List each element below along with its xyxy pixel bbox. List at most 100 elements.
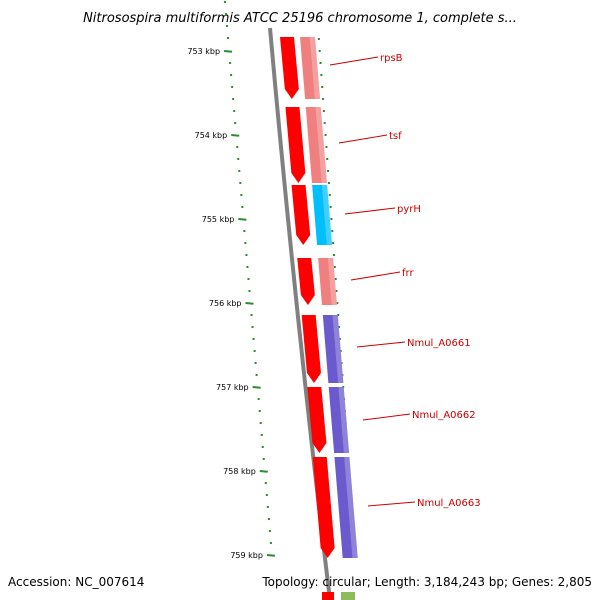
gene-label: pyrH bbox=[397, 204, 421, 215]
ruler-minor-tick bbox=[261, 446, 264, 448]
outer-track-tick bbox=[331, 230, 334, 232]
gene-feature-block bbox=[318, 258, 337, 305]
ruler-minor-tick bbox=[254, 362, 257, 364]
ruler-minor-tick bbox=[233, 110, 236, 112]
cds-feature-arrow bbox=[312, 457, 335, 558]
ruler-minor-tick bbox=[240, 194, 243, 196]
gene-feature-block bbox=[322, 315, 344, 383]
ruler-tick-label: 755 kbp bbox=[202, 215, 235, 224]
outer-track-tick bbox=[335, 290, 338, 292]
ruler-tick-label: 757 kbp bbox=[216, 383, 249, 392]
ruler-minor-tick bbox=[230, 74, 233, 76]
outer-track-tick bbox=[322, 98, 325, 100]
ruler-minor-tick bbox=[260, 434, 263, 436]
outer-track-tick bbox=[325, 146, 328, 148]
gene-label: Nmul_A0663 bbox=[417, 498, 481, 509]
bottom-feature-red bbox=[322, 592, 334, 600]
outer-track-tick bbox=[332, 254, 335, 256]
gene-feature-highlight bbox=[315, 107, 327, 183]
outer-track-tick bbox=[321, 86, 324, 88]
ruler-tick-label: 754 kbp bbox=[195, 131, 228, 140]
ruler-minor-tick bbox=[269, 542, 272, 544]
outer-track-tick bbox=[318, 50, 321, 52]
gene-feature-block bbox=[312, 185, 333, 245]
ruler-minor-tick bbox=[238, 170, 241, 172]
outer-track-tick bbox=[322, 110, 325, 112]
ruler-minor-tick bbox=[243, 230, 246, 232]
feature-track bbox=[280, 37, 358, 558]
ruler-major-tick bbox=[266, 554, 276, 557]
outer-track-tick bbox=[330, 218, 333, 220]
ruler-minor-tick bbox=[265, 494, 268, 496]
ruler-major-tick bbox=[231, 134, 240, 137]
gene-label-leader bbox=[344, 207, 396, 215]
outer-track-tick bbox=[333, 266, 336, 268]
ruler-minor-tick bbox=[245, 254, 248, 256]
ruler-minor-tick bbox=[229, 62, 232, 64]
gene-label-leader bbox=[367, 501, 416, 507]
ruler-minor-tick bbox=[262, 458, 265, 460]
ruler-labels: 753 kbp 754 kbp 755 kbp 756 kbp 757 kbp 758 k… bbox=[187, 47, 262, 560]
outer-track-tick bbox=[327, 182, 330, 184]
outer-track-tick bbox=[317, 38, 320, 40]
ruler-major-tick bbox=[245, 302, 254, 305]
outer-track-tick bbox=[328, 194, 331, 196]
ruler-minor-tick bbox=[252, 338, 255, 340]
ruler-minor-tick bbox=[267, 518, 270, 520]
outer-track-tick bbox=[338, 326, 341, 328]
ruler-minor-tick bbox=[257, 398, 260, 400]
ruler-minor-tick bbox=[231, 86, 234, 88]
gene-feature-block bbox=[300, 37, 321, 99]
summary-text: Topology: circular; Length: 3,184,243 bp… bbox=[261, 575, 592, 589]
ruler-minor-tick bbox=[241, 206, 244, 208]
ruler-minor-tick bbox=[248, 290, 251, 292]
cds-feature-arrow bbox=[280, 37, 299, 99]
cds-feature-arrow bbox=[291, 185, 311, 245]
gene-label-leader bbox=[362, 413, 411, 421]
ruler-minor-tick bbox=[239, 182, 242, 184]
ruler-minor-tick bbox=[264, 482, 267, 484]
ruler-minor-tick bbox=[251, 326, 254, 328]
ruler-minor-tick bbox=[234, 122, 237, 124]
ruler-minor-tick bbox=[232, 98, 235, 100]
outer-track-tick bbox=[329, 206, 332, 208]
cds-feature-arrow bbox=[297, 258, 315, 305]
ruler-minor-tick bbox=[225, 25, 228, 27]
gene-feature-block bbox=[328, 387, 350, 453]
ruler-tick-label: 756 kbp bbox=[209, 299, 242, 308]
gene-label-leader bbox=[350, 271, 401, 281]
cds-feature-arrow bbox=[307, 387, 327, 453]
ruler-minor-tick bbox=[268, 530, 271, 532]
gene-label: tsf bbox=[389, 131, 402, 142]
ruler-tick-label: 758 kbp bbox=[223, 467, 256, 476]
gene-label: Nmul_A0662 bbox=[412, 410, 476, 421]
ruler-major-tick bbox=[238, 218, 247, 221]
ruler-minor-tick bbox=[247, 278, 250, 280]
ruler-minor-tick bbox=[223, 1, 226, 3]
ruler-minor-tick bbox=[224, 13, 227, 15]
ruler-minor-tick bbox=[244, 242, 247, 244]
outer-track-tick bbox=[319, 62, 322, 64]
ruler-minor-tick bbox=[246, 266, 249, 268]
accession-text: Accession: NC_007614 bbox=[8, 575, 144, 589]
outer-track-tick bbox=[323, 122, 326, 124]
ruler-minor-tick bbox=[259, 422, 262, 424]
ruler-major-tick bbox=[259, 470, 268, 473]
outer-track-tick bbox=[337, 314, 340, 316]
ruler-minor-tick bbox=[237, 158, 240, 160]
ruler-tick-label: 759 kbp bbox=[230, 551, 263, 560]
gene-feature-highlight bbox=[344, 457, 358, 558]
outer-track-tick bbox=[332, 242, 335, 244]
gene-labels: rpsB tsf pyrH frr Nmul_A0661 Nmul_A0662 Nmul_A… bbox=[329, 53, 481, 509]
gene-feature-block bbox=[334, 457, 358, 558]
gene-feature-highlight bbox=[327, 258, 337, 305]
gene-feature-highlight bbox=[338, 387, 350, 453]
ruler-minor-tick bbox=[253, 350, 256, 352]
gene-feature-highlight bbox=[332, 315, 344, 383]
outer-track-tick bbox=[320, 74, 323, 76]
cds-feature-arrow bbox=[285, 107, 306, 183]
outer-track-tick bbox=[334, 278, 337, 280]
cds-feature-arrow bbox=[301, 315, 321, 383]
bottom-feature-olive bbox=[341, 592, 355, 600]
